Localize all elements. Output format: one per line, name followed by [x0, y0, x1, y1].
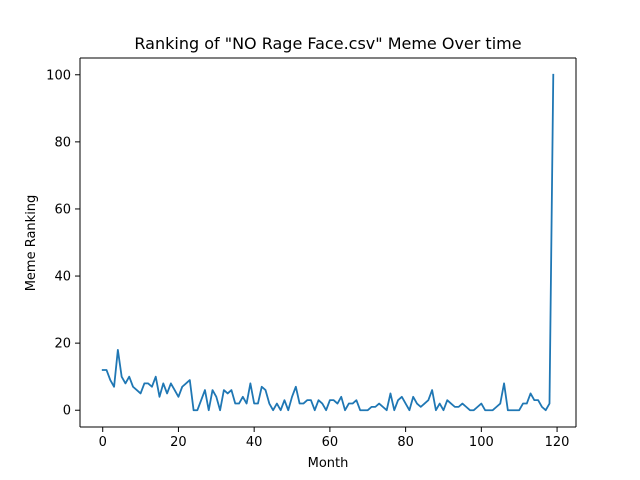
x-tick-label-80: 80: [397, 435, 414, 450]
x-axis-ticks: 0 20 40 60 80 100 120: [99, 427, 570, 450]
x-tick-label-100: 100: [469, 435, 494, 450]
y-axis-label: Meme Ranking: [24, 195, 39, 292]
x-axis-label: Month: [308, 456, 349, 471]
y-tick-label-20: 20: [54, 337, 71, 352]
y-tick-label-100: 100: [46, 68, 71, 83]
x-tick-label-20: 20: [170, 435, 187, 450]
x-tick-label-40: 40: [246, 435, 263, 450]
y-tick-label-80: 80: [54, 135, 71, 150]
series-line-0: [101, 73, 555, 412]
y-tick-label-40: 40: [54, 270, 71, 285]
y-tick-label-60: 60: [54, 202, 71, 217]
y-tick-label-0: 0: [63, 404, 71, 419]
x-tick-label-120: 120: [545, 435, 570, 450]
x-tick-label-60: 60: [322, 435, 339, 450]
x-tick-label-0: 0: [99, 435, 107, 450]
chart-title: Ranking of "NO Rage Face.csv" Meme Over …: [134, 34, 521, 53]
y-axis-ticks: 0 20 40 60 80 100: [46, 68, 80, 419]
plot-area: [79, 57, 577, 428]
